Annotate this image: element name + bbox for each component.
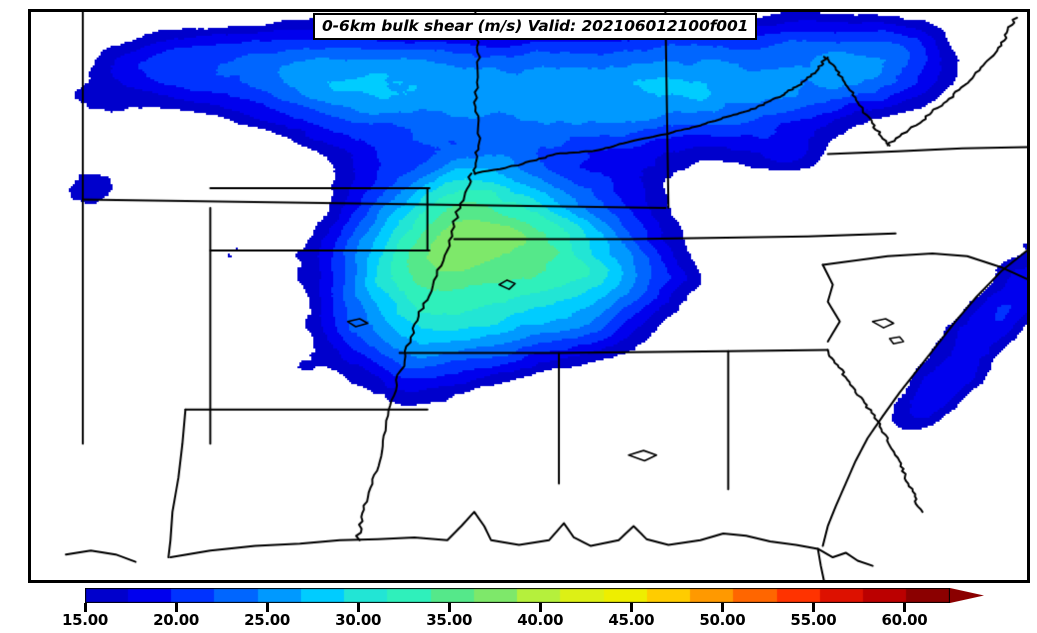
colorbar-extend-arrow-icon xyxy=(950,588,984,603)
colorbar-gradient xyxy=(85,588,950,603)
colorbar-tick xyxy=(174,603,178,612)
colorbar-tick-label: 20.00 xyxy=(153,611,200,629)
colorbar-tick xyxy=(538,603,542,612)
title-text: 0-6km bulk shear (m/s) Valid: 2021060121… xyxy=(322,17,749,35)
colorbar-tick-label: 60.00 xyxy=(881,611,928,629)
colorbar-tick xyxy=(265,603,269,612)
colorbar-tick-label: 15.00 xyxy=(62,611,108,629)
colorbar-tick-label: 35.00 xyxy=(426,611,473,629)
colorbar-tick xyxy=(629,603,633,612)
colorbar-tick xyxy=(83,603,87,612)
colorbar-tick xyxy=(447,603,451,612)
page-title: 0-6km bulk shear (m/s) Valid: 2021060121… xyxy=(313,13,758,40)
colorbar-tick-labels: 15.00 20.00 25.00 30.00 35.00 40.00 45.00 50.00… xyxy=(0,611,1037,633)
colorbar-tick-label: 30.00 xyxy=(335,611,382,629)
colorbar-tick-label: 45.00 xyxy=(608,611,655,629)
shear-field-heatmap xyxy=(31,12,1027,580)
colorbar-tick-label: 50.00 xyxy=(699,611,746,629)
colorbar-tick-label: 55.00 xyxy=(790,611,837,629)
colorbar[interactable] xyxy=(85,588,950,603)
colorbar-tick-label: 40.00 xyxy=(517,611,564,629)
colorbar-tick xyxy=(811,603,815,612)
colorbar-tick xyxy=(720,603,724,612)
map-plot-area[interactable] xyxy=(28,9,1030,583)
colorbar-tick xyxy=(902,603,906,612)
colorbar-ticks xyxy=(0,603,1037,613)
colorbar-tick-label: 25.00 xyxy=(244,611,291,629)
colorbar-tick xyxy=(356,603,360,612)
